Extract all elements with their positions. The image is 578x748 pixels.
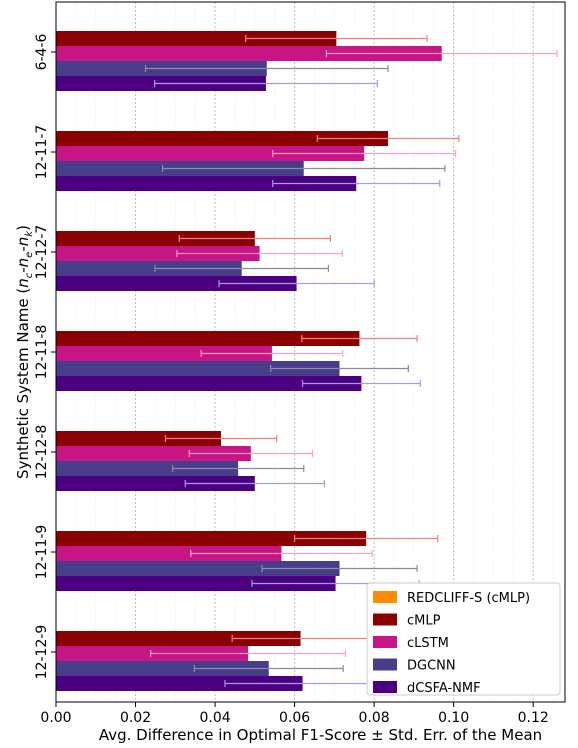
legend-swatch (373, 591, 397, 603)
bar-dgcnn-12-12-8 (56, 461, 239, 476)
bar-dcsfa-nmf-12-12-8 (56, 476, 255, 491)
bar-cmlp-6-4-6 (56, 31, 337, 46)
bar-cmlp-12-11-8 (56, 331, 360, 346)
bar-cmlp-12-12-7 (56, 231, 255, 246)
error-bar (272, 180, 441, 187)
x-tick-label: 0.04 (199, 710, 230, 726)
error-bar (164, 435, 278, 442)
y-axis-label-sub-k: k (24, 230, 35, 237)
bar-cmlp-12-11-7 (56, 131, 389, 146)
x-tick-label: 0.10 (438, 710, 469, 726)
legend-swatch (373, 658, 397, 671)
error-bar (301, 380, 421, 387)
y-tick-label: 12-11-8 (34, 325, 50, 380)
y-tick-label: 6-4-6 (34, 33, 50, 70)
bar-cmlp-12-11-9 (56, 531, 367, 546)
error-bar (154, 265, 329, 272)
legend-label: cLSTM (407, 636, 449, 651)
error-bar (188, 450, 314, 457)
y-axis-label-sub-c: c (24, 272, 35, 278)
bars (56, 31, 442, 691)
y-axis-label-dash2: - (14, 246, 32, 251)
error-bar (245, 35, 428, 42)
error-bars (144, 35, 558, 687)
error-bar (184, 480, 326, 487)
legend-label: cMLP (407, 614, 441, 629)
x-tick-label: 0.02 (120, 710, 151, 726)
error-bar (270, 365, 409, 372)
y-tick-label: 12-12-9 (34, 625, 50, 680)
error-bar (154, 80, 378, 87)
y-axis-label-prefix: Synthetic System Name ( (14, 288, 32, 479)
error-bar (200, 350, 344, 357)
legend-label: REDCLIFF-S (cMLP) (407, 591, 530, 606)
error-bar (193, 665, 344, 672)
x-tick-label: 0.12 (518, 710, 549, 726)
error-bar (176, 250, 343, 257)
x-tick-label: 0.08 (359, 710, 390, 726)
y-tick-label: 12-12-8 (34, 425, 50, 480)
legend-swatch (373, 613, 397, 626)
error-bar (171, 465, 305, 472)
y-axis-label-sub-e: e (24, 252, 35, 258)
bar-clstm-12-11-9 (56, 546, 282, 561)
error-bar (301, 335, 418, 342)
bar-clstm-6-4-6 (56, 46, 442, 61)
y-axis-label-dash1: - (14, 267, 32, 272)
x-axis-label: Avg. Difference in Optimal F1-Score ± St… (99, 726, 542, 744)
y-axis-label-n3: n (14, 237, 32, 247)
legend-box (366, 582, 561, 696)
y-tick-label: 12-11-7 (34, 125, 50, 180)
error-bar (218, 280, 375, 287)
bar-clstm-12-12-8 (56, 446, 251, 461)
error-bar (190, 550, 373, 557)
x-tick-label: 0.00 (40, 710, 71, 726)
error-bar (144, 65, 389, 72)
legend-swatch (373, 636, 397, 648)
y-axis-label: Synthetic System Name (nc-ne-nk) (14, 225, 35, 479)
legend-label: DGCNN (407, 659, 456, 674)
error-bar (150, 650, 347, 657)
bar-clstm-12-11-8 (56, 346, 272, 361)
bar-dgcnn-12-12-9 (56, 661, 269, 676)
bar-dgcnn-12-12-7 (56, 261, 242, 276)
legend-swatch (373, 681, 397, 693)
error-bar (293, 535, 439, 542)
legend: REDCLIFF-S (cMLP) cMLP cLSTM DGCNN dCSFA-NMF (366, 582, 561, 696)
error-bar (316, 135, 460, 142)
x-axis-ticks: 0.00 0.02 0.04 0.06 0.08 0.10 0.12 (40, 702, 549, 726)
y-axis-label-n1: n (14, 278, 32, 288)
bar-dgcnn-12-11-8 (56, 361, 340, 376)
bar-cmlp-12-12-9 (56, 631, 301, 646)
bar-dcsfa-nmf-12-11-8 (56, 376, 362, 391)
legend-label: dCSFA-NMF (407, 681, 481, 696)
y-axis-label-n2: n (14, 258, 32, 268)
bar-cmlp-12-12-8 (56, 431, 222, 446)
error-bar (161, 165, 446, 172)
bar-dgcnn-12-11-9 (56, 561, 340, 576)
bar-clstm-12-12-7 (56, 246, 260, 261)
y-axis-label-suffix: ) (14, 225, 32, 231)
error-bar (325, 50, 558, 57)
bar-dcsfa-nmf-12-11-9 (56, 576, 336, 591)
y-tick-label: 12-11-9 (34, 525, 50, 580)
error-bar (178, 235, 331, 242)
y-axis-ticks: 6-4-6 12-11-7 12-12-7 12-11-8 12-12-8 12-11-9… (34, 33, 56, 679)
error-bar (272, 150, 457, 157)
error-bar (261, 565, 418, 572)
bar-dcsfa-nmf-12-11-7 (56, 176, 357, 191)
bar-clstm-12-11-7 (56, 146, 365, 161)
x-tick-label: 0.06 (279, 710, 310, 726)
bar-dcsfa-nmf-12-12-7 (56, 276, 297, 291)
y-tick-label: 12-12-7 (34, 225, 50, 280)
bar-dcsfa-nmf-12-12-9 (56, 676, 303, 691)
